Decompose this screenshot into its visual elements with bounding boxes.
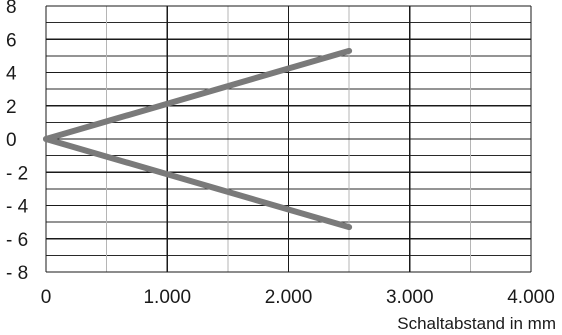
x-tick-label: 4.000 <box>507 287 555 308</box>
x-axis-label: Schaltabstand in mm <box>397 314 556 333</box>
y-tick-label: 6 <box>6 30 17 51</box>
x-tick-label: 2.000 <box>265 287 313 308</box>
series-line-2 <box>43 136 353 231</box>
y-tick-label: 4 <box>6 64 17 85</box>
y-tick-label: - 8 <box>6 263 28 284</box>
x-tick-label: 1.000 <box>143 287 191 308</box>
grid-major <box>45 5 532 273</box>
y-tick-labels: 8 6 4 2 0 - 2 - 4 - 6 - 8 <box>6 0 29 284</box>
y-tick-label: 0 <box>6 130 17 151</box>
x-tick-labels: 0 1.000 2.000 3.000 4.000 <box>41 287 555 308</box>
x-tick-label: 0 <box>41 287 52 308</box>
y-tick-label: 8 <box>6 0 17 18</box>
series-group <box>43 47 353 231</box>
y-tick-label: - 4 <box>6 197 29 218</box>
x-tick-label: 3.000 <box>386 287 434 308</box>
series-line-1 <box>43 47 353 142</box>
y-tick-label: - 6 <box>6 230 28 251</box>
y-tick-label: 2 <box>6 97 17 118</box>
y-tick-label: - 2 <box>6 163 28 184</box>
